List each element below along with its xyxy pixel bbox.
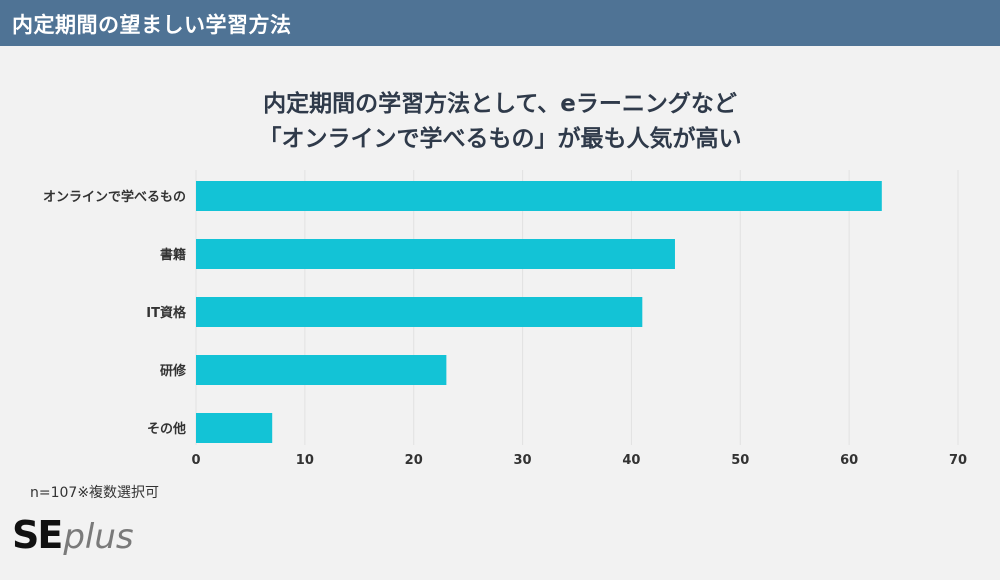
chart-title-line-2: 「オンラインで学べるもの」が最も人気が高い: [258, 126, 742, 152]
logo-text-se: SE: [12, 513, 63, 557]
logo-text-plus: plus: [63, 517, 134, 557]
seplus-logo: SEplus: [12, 513, 134, 563]
bar: [196, 181, 882, 211]
category-label: その他: [147, 421, 186, 437]
header-bar: 内定期間の望ましい学習方法: [0, 0, 1000, 46]
header-title: 内定期間の望ましい学習方法: [12, 13, 292, 37]
bar: [196, 239, 675, 269]
bar: [196, 297, 643, 327]
x-tick-label: 60: [840, 453, 858, 468]
category-label: IT資格: [146, 305, 187, 321]
x-tick-label: 30: [514, 453, 532, 468]
x-tick-label: 50: [731, 453, 749, 468]
x-tick-label: 70: [949, 453, 967, 468]
x-tick-label: 40: [622, 453, 640, 468]
category-label: 書籍: [160, 247, 186, 263]
category-label: 研修: [160, 363, 187, 379]
chart-title-line-1: 内定期間の学習方法として、eラーニングなど: [263, 91, 737, 117]
x-tick-label: 20: [405, 453, 423, 468]
category-label: オンラインで学べるもの: [43, 189, 186, 205]
bar: [196, 355, 447, 385]
bar: [196, 413, 273, 443]
x-tick-label: 10: [296, 453, 314, 468]
sample-size-note: n=107※複数選択可: [30, 485, 160, 501]
x-tick-label: 0: [191, 453, 200, 468]
